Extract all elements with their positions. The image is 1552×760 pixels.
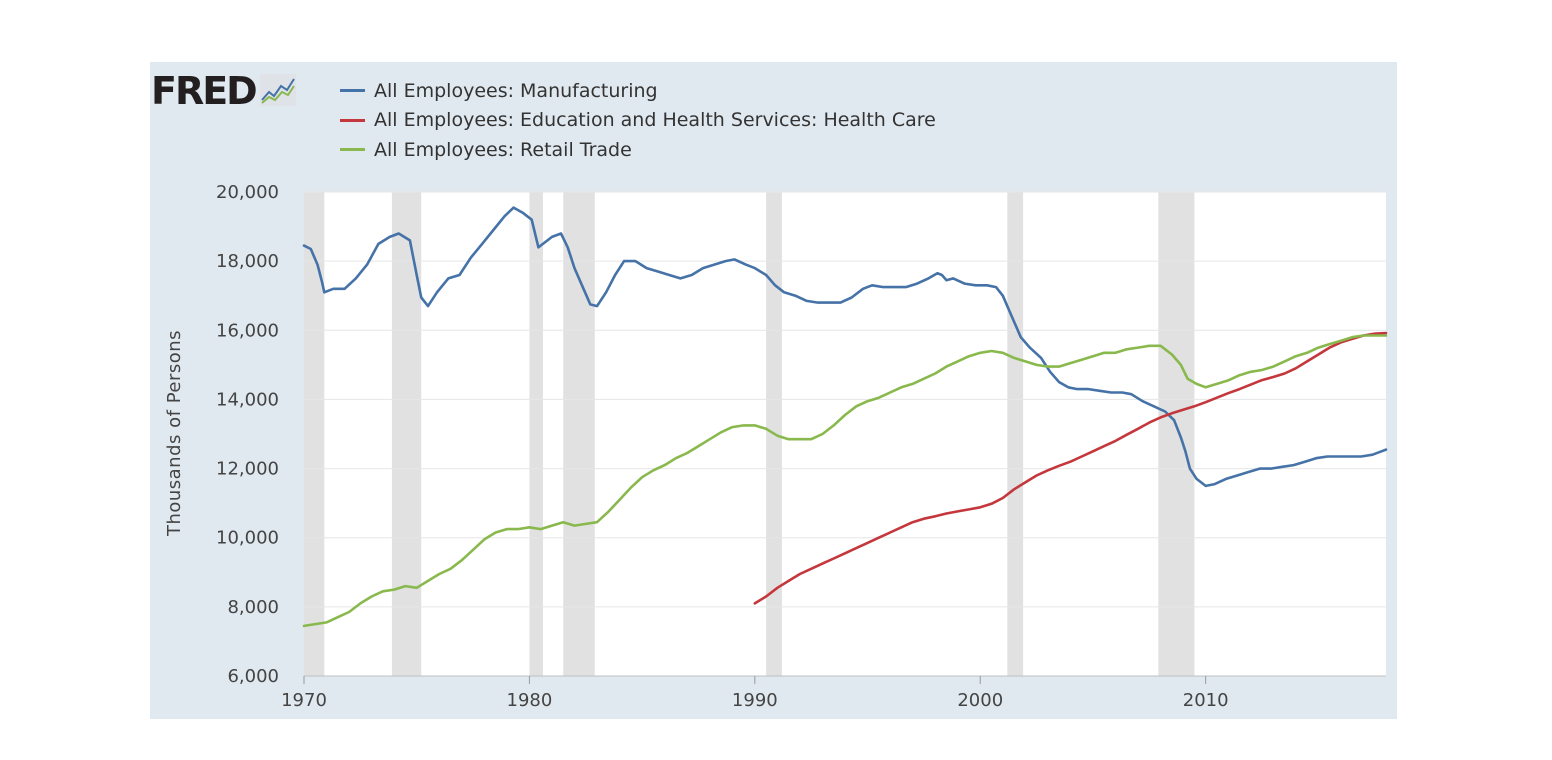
legend-item-health-care[interactable]: All Employees: Education and Health Serv… (340, 106, 936, 136)
x-tick-label: 2010 (1183, 690, 1229, 711)
x-tick-label: 1980 (507, 690, 553, 711)
recession-band (1007, 192, 1024, 676)
y-tick-label: 6,000 (227, 666, 279, 687)
recession-band (391, 192, 422, 676)
legend-item-retail-trade[interactable]: All Employees: Retail Trade (340, 135, 936, 165)
legend-swatch (340, 89, 365, 93)
y-axis: 6,000 8,000 10,000 12,000 14,000 16,000 18,000… (216, 182, 279, 687)
recession-shading (304, 192, 1195, 676)
legend-label: All Employees: Manufacturing (374, 79, 658, 102)
recession-band (1158, 192, 1195, 676)
x-axis: 1970 1980 1990 2000 2010 (281, 675, 1386, 711)
y-tick-label: 16,000 (216, 320, 279, 341)
y-tick-label: 18,000 (216, 251, 279, 272)
plot-area (304, 192, 1386, 676)
legend: All Employees: Manufacturing All Employe… (340, 76, 936, 165)
legend-label: All Employees: Education and Health Serv… (374, 109, 936, 132)
fred-wordmark: FRED (151, 69, 258, 113)
recession-band (304, 192, 325, 676)
y-axis-title: Thousands of Persons (164, 330, 185, 537)
recession-band (563, 192, 595, 676)
x-tick-label: 1990 (732, 690, 778, 711)
y-tick-label: 10,000 (216, 528, 279, 549)
fred-logo[interactable]: FRED (151, 70, 296, 112)
y-tick-label: 20,000 (216, 182, 279, 203)
recession-band (529, 192, 543, 676)
series-lines (302, 206, 1388, 628)
legend-label: All Employees: Retail Trade (374, 138, 632, 161)
gridlines (304, 191, 1386, 608)
x-tick-label: 1970 (281, 690, 327, 711)
legend-item-manufacturing[interactable]: All Employees: Manufacturing (340, 76, 936, 106)
y-tick-label: 12,000 (216, 459, 279, 480)
y-tick-label: 8,000 (227, 597, 279, 618)
series-line-1[interactable] (753, 331, 1388, 605)
y-tick-label: 14,000 (216, 389, 279, 410)
series-line-0[interactable] (302, 206, 1388, 488)
fred-chart-icon (259, 74, 296, 106)
series-line-2[interactable] (302, 334, 1388, 628)
x-tick-label: 2000 (957, 690, 1003, 711)
legend-swatch (340, 118, 365, 122)
legend-swatch (340, 148, 365, 152)
